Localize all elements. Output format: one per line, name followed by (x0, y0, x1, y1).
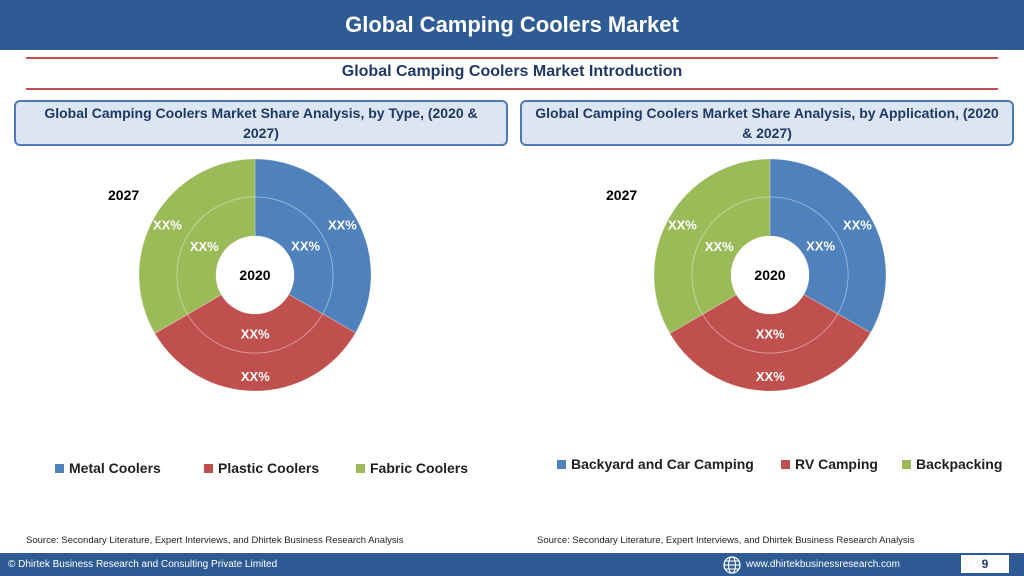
chart-title-application-text: Global Camping Coolers Market Share Anal… (535, 105, 999, 141)
inner-year-label: 2020 (754, 267, 785, 283)
chart-title-application: Global Camping Coolers Market Share Anal… (520, 100, 1014, 146)
inner-data-label: XX% (291, 239, 320, 254)
legend-swatch (356, 463, 365, 473)
inner-data-label: XX% (190, 239, 219, 254)
legend-metal-coolers: Metal Coolers (55, 460, 161, 476)
donut-hole (216, 236, 294, 314)
inner-data-label: XX% (806, 239, 835, 254)
legend-swatch (781, 459, 790, 469)
header-bar: Global Camping Coolers Market (0, 0, 1024, 50)
footer-copyright: © Dhirtek Business Research and Consulti… (8, 559, 278, 570)
divider-top (26, 57, 998, 59)
outer-data-label: XX% (668, 218, 697, 233)
legend-backpacking: Backpacking (902, 456, 1002, 472)
donut-chart-type: XX% XX% XX% XX% XX% XX% 2020 (138, 158, 372, 392)
inner-year-label: 2020 (239, 267, 270, 283)
outer-data-label: XX% (328, 217, 357, 232)
outer-data-label: XX% (241, 369, 270, 384)
chart-title-type: Global Camping Coolers Market Share Anal… (14, 100, 508, 146)
legend-swatch (557, 459, 566, 469)
outer-data-label: XX% (843, 217, 872, 232)
outer-data-label: XX% (756, 369, 785, 384)
outer-year-label-application: 2027 (606, 187, 638, 203)
legend-swatch (204, 463, 213, 473)
inner-data-label: XX% (241, 326, 270, 341)
outer-year-label-type: 2027 (108, 187, 140, 203)
legend-fabric-coolers: Fabric Coolers (356, 460, 468, 476)
source-note-application: Source: Secondary Literature, Expert Int… (537, 535, 915, 546)
legend-backyard-car-camping: Backyard and Car Camping (557, 456, 754, 472)
source-note-type: Source: Secondary Literature, Expert Int… (26, 535, 404, 546)
inner-data-label: XX% (705, 239, 734, 254)
legend-plastic-coolers: Plastic Coolers (204, 460, 319, 476)
donut-chart-application: XX% XX% XX% XX% XX% XX% 2020 (653, 158, 887, 392)
footer-bar: © Dhirtek Business Research and Consulti… (0, 553, 1024, 576)
outer-data-label: XX% (153, 218, 182, 233)
legend-rv-camping: RV Camping (781, 456, 878, 472)
donut-hole (731, 236, 809, 314)
section-subtitle: Global Camping Coolers Market Introducti… (341, 63, 683, 80)
legend-swatch (55, 463, 64, 473)
chart-title-type-text: Global Camping Coolers Market Share Anal… (44, 105, 478, 141)
divider-bottom (26, 88, 998, 90)
footer-website-link[interactable]: www.dhirtekbusinessresearch.com (746, 559, 900, 570)
page-number: 9 (961, 555, 1009, 573)
inner-data-label: XX% (756, 326, 785, 341)
legend-swatch (902, 459, 911, 469)
globe-icon (723, 556, 741, 574)
page-title: Global Camping Coolers Market (345, 12, 679, 37)
